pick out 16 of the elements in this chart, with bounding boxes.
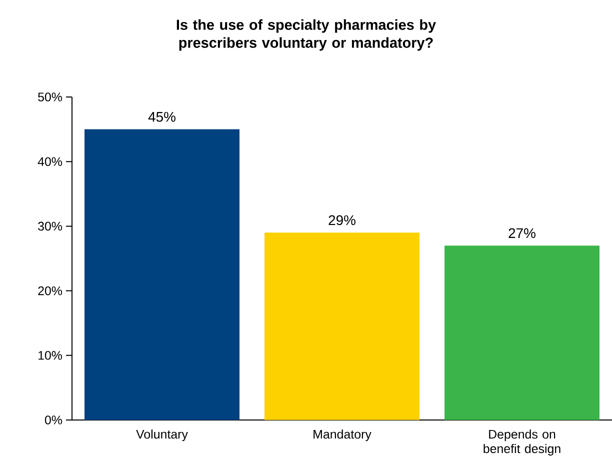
y-tick-label: 20% <box>38 286 62 296</box>
y-tick-label: 40% <box>38 157 62 166</box>
y-tick-label: 30% <box>38 222 62 231</box>
x-tick-label: Depends on benefit design <box>484 430 560 456</box>
x-tick-label: Mandatory <box>314 430 372 442</box>
data-label: 27% <box>508 228 536 238</box>
y-tick-label: 50% <box>38 92 62 102</box>
x-tick-label: Voluntary <box>136 430 188 442</box>
bar <box>84 129 240 420</box>
chart-title: Is the use of specialty pharmacies by prescribers voluntary or mandatory? <box>176 19 436 51</box>
data-label: 29% <box>328 215 356 226</box>
data-label: 45% <box>148 112 176 122</box>
y-tick-label: 0% <box>44 416 62 424</box>
y-tick-label: 10% <box>38 351 62 360</box>
bar <box>444 246 600 420</box>
bar <box>264 232 420 420</box>
